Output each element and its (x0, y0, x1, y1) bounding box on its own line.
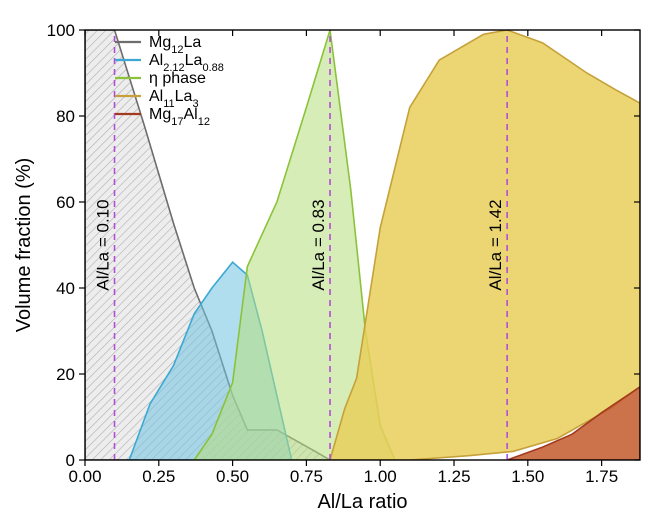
xtick-label: 0.50 (216, 467, 249, 486)
xtick-label: 1.75 (585, 467, 618, 486)
xtick-label: 1.50 (511, 467, 544, 486)
phase-fraction-chart: Al/La = 0.10Al/La = 0.83Al/La = 1.420.00… (0, 0, 663, 521)
y-axis-label: Volume fraction (%) (13, 158, 35, 333)
vline-label: Al/La = 1.42 (486, 199, 505, 290)
legend-label: η phase (149, 70, 206, 87)
ytick-label: 40 (56, 279, 75, 298)
ytick-label: 0 (66, 451, 75, 470)
xtick-label: 0.75 (290, 467, 323, 486)
ytick-label: 20 (56, 365, 75, 384)
vline-label: Al/La = 0.10 (94, 199, 113, 290)
vline-label: Al/La = 0.83 (309, 199, 328, 290)
xtick-label: 1.00 (364, 467, 397, 486)
chart-container: Al/La = 0.10Al/La = 0.83Al/La = 1.420.00… (0, 0, 663, 521)
xtick-label: 0.25 (142, 467, 175, 486)
x-axis-label: Al/La ratio (317, 491, 407, 513)
ytick-label: 80 (56, 107, 75, 126)
ytick-label: 60 (56, 193, 75, 212)
ytick-label: 100 (47, 21, 75, 40)
xtick-label: 1.25 (437, 467, 470, 486)
